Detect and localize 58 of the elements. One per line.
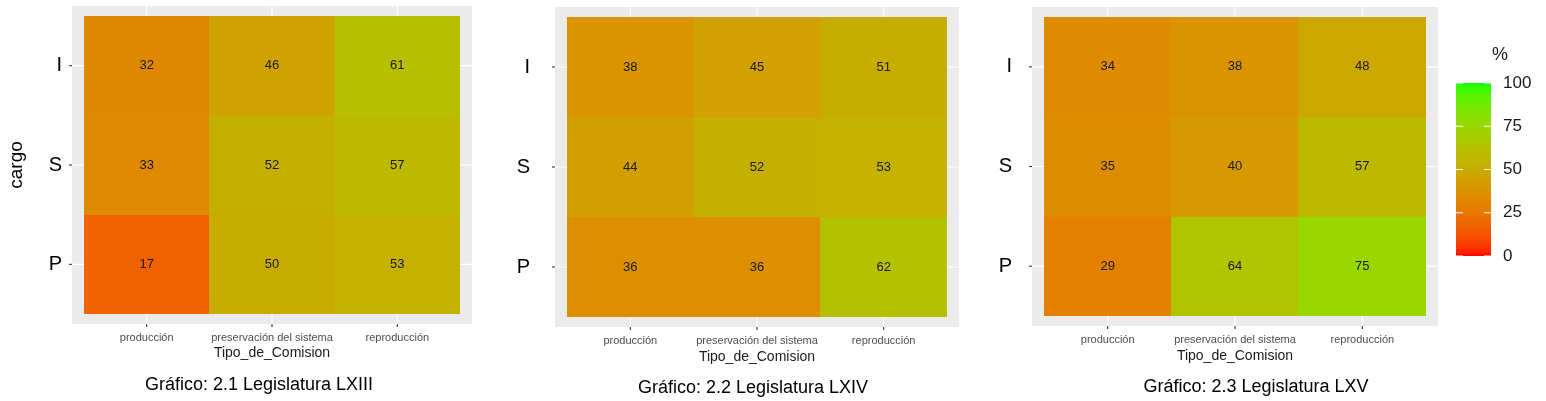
y-tick-label: S [998,154,1012,177]
data-label: 46 [264,57,280,73]
y-axis-title: cargo [4,141,26,189]
data-label: 45 [749,58,765,74]
x-tick-label: preservación del sistema [696,333,819,346]
y-tick-label: P [516,254,530,277]
data-label: 32 [139,57,154,73]
y-tick-label: I [1006,54,1012,77]
y-tick-label: P [48,251,62,274]
x-axis-title: Tipo_de_Comision [698,347,816,364]
data-label: 40 [1227,158,1243,174]
data-label: 62 [876,258,891,274]
data-label: 50 [264,255,280,271]
text: Gráfico: 2.3 Legislatura LXV [1143,376,1369,396]
data-label: 35 [1100,158,1115,174]
y-tick-label: S [516,154,530,177]
color-bar-label: 100 [1503,72,1532,92]
x-tick-label: preservación del sistema [211,330,334,343]
x-axis-title: Tipo_de_Comision [1176,346,1294,363]
x-tick-label: preservación del sistema [1174,332,1297,345]
data-label: 53 [876,158,891,174]
color-bar-title: % [1491,43,1509,64]
x-tick-label: reproducción [851,333,916,346]
data-label: 36 [749,258,765,274]
color-bar-label: 0 [1503,245,1513,265]
data-label: 17 [139,255,154,271]
data-label: 38 [623,58,638,74]
data-label: 36 [623,258,638,274]
x-tick-label: reproducción [365,330,430,343]
x-tick-label: producción [119,330,174,343]
color-bar-label: 50 [1503,159,1522,179]
data-label: 34 [1100,58,1115,74]
data-label: 29 [1100,257,1115,273]
data-label: 44 [623,158,638,174]
text: Gráfico: 2.2 Legislatura LXIV [637,377,869,397]
data-label: 52 [749,158,765,174]
text: Gráfico: 2.1 Legislatura LXIII [144,374,374,394]
x-tick-label: reproducción [1330,332,1395,345]
x-axis-title: Tipo_de_Comision [213,343,331,360]
color-bar-label: 25 [1503,202,1522,222]
data-label: 75 [1355,257,1370,273]
x-tick-label: producción [603,333,658,346]
data-label: 57 [1355,158,1370,174]
data-label: 53 [390,255,405,271]
data-label: 51 [876,58,891,74]
data-label: 48 [1355,58,1370,74]
data-label: 33 [139,156,154,172]
y-tick-label: S [48,152,62,175]
data-label: 61 [390,57,405,73]
data-label: 64 [1227,257,1243,273]
data-label: 52 [264,156,280,172]
color-bar-label: 75 [1503,115,1522,135]
data-label: 38 [1227,58,1243,74]
y-tick-label: I [524,54,530,77]
data-label: 57 [390,156,405,172]
y-tick-label: P [998,253,1012,276]
y-tick-label: I [56,53,62,76]
x-tick-label: producción [1080,332,1135,345]
